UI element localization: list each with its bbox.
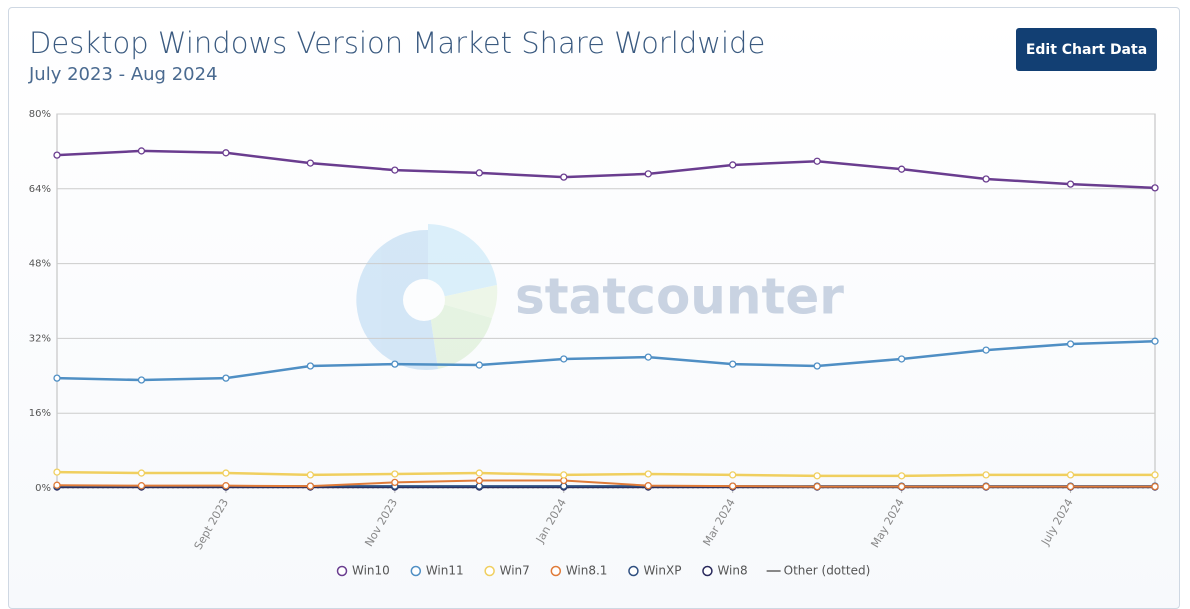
data-point <box>1151 184 1159 192</box>
data-point <box>391 166 399 174</box>
data-point <box>644 353 652 361</box>
data-point <box>897 482 906 491</box>
data-point <box>306 362 315 370</box>
data-point <box>982 471 990 479</box>
legend-marker <box>484 565 495 577</box>
legend-label: Other (dotted) <box>784 564 871 578</box>
legend-marker <box>702 565 713 577</box>
series-line <box>56 149 1156 190</box>
data-point <box>1151 482 1159 491</box>
data-point <box>222 469 230 477</box>
data-point <box>729 471 737 479</box>
data-point <box>982 482 990 491</box>
x-tick-label: Sept 2023 <box>192 497 232 552</box>
data-point <box>391 360 399 368</box>
y-tick-label: 80% <box>29 109 51 120</box>
data-point <box>813 157 821 165</box>
data-point <box>53 151 61 159</box>
data-point <box>306 159 315 167</box>
data-point <box>560 471 568 479</box>
data-point <box>897 355 906 363</box>
data-point <box>1066 180 1075 188</box>
data-point <box>1066 471 1075 479</box>
data-point <box>391 470 399 478</box>
data-point <box>982 346 990 354</box>
data-point <box>644 470 652 478</box>
chart-title: Desktop Windows Version Market Share Wor… <box>29 26 766 60</box>
chart-subtitle: July 2023 - Aug 2024 <box>29 64 218 85</box>
legend-label: Win8 <box>717 564 747 578</box>
data-point <box>1066 340 1075 348</box>
x-tick-label: July 2024 <box>1038 497 1075 549</box>
data-point <box>560 173 568 181</box>
data-point <box>222 149 230 157</box>
legend-label: Win7 <box>500 564 530 578</box>
data-point <box>137 376 146 384</box>
legend-marker <box>336 565 348 577</box>
y-tick-label: 16% <box>29 408 51 419</box>
data-point <box>729 161 737 169</box>
legend-label: Win10 <box>352 564 390 578</box>
x-tick-label: May 2024 <box>868 497 906 550</box>
series-line <box>56 339 1156 382</box>
data-point <box>1066 482 1075 491</box>
series-line <box>56 479 1155 488</box>
card: Desktop Windows Version Market Share Wor… <box>8 7 1180 609</box>
series-line <box>56 470 1155 478</box>
data-point <box>137 482 146 490</box>
y-tick-label: 0% <box>35 483 51 494</box>
edit-button[interactable]: Edit Chart Data <box>1016 28 1157 71</box>
data-point <box>222 482 230 490</box>
data-point <box>813 482 821 491</box>
data-point <box>644 482 652 490</box>
data-point <box>475 361 483 369</box>
watermark-logo <box>356 224 498 370</box>
data-point <box>222 374 230 382</box>
legend-marker <box>550 565 562 577</box>
data-point <box>897 472 906 480</box>
data-point <box>53 374 61 382</box>
legend-marker <box>628 565 639 577</box>
data-point <box>306 471 315 479</box>
data-point <box>982 175 990 183</box>
data-point <box>306 482 315 490</box>
x-tick-label: Nov 2023 <box>362 497 400 549</box>
legend-label: WinXP <box>643 564 681 578</box>
data-point <box>644 170 652 178</box>
legend-marker <box>410 565 422 577</box>
data-point <box>53 481 61 489</box>
data-point <box>475 169 483 177</box>
data-point <box>560 355 568 363</box>
y-tick-label: 48% <box>29 259 51 270</box>
data-point <box>729 482 737 490</box>
data-point <box>897 165 906 173</box>
data-point <box>53 468 61 476</box>
data-point <box>475 469 483 477</box>
data-point <box>137 469 146 477</box>
legend-label: Win11 <box>426 564 464 578</box>
chart: statcounter 0% 16% 32% 48% 64% 80% Sept 2023 No… <box>29 109 1159 578</box>
data-point <box>391 478 399 487</box>
y-tick-label: 64% <box>29 184 51 195</box>
data-point <box>813 472 821 480</box>
watermark-text: statcounter <box>515 268 844 326</box>
data-point <box>1151 471 1159 479</box>
data-point <box>1151 337 1159 345</box>
x-tick-label: Mar 2024 <box>701 497 738 549</box>
legend-label: Win8.1 <box>566 564 608 578</box>
x-tick-label: Jan 2024 <box>533 497 569 546</box>
data-point <box>475 476 483 485</box>
data-point <box>137 147 146 155</box>
y-tick-label: 32% <box>29 333 51 344</box>
data-point <box>729 360 737 368</box>
data-point <box>813 362 821 370</box>
